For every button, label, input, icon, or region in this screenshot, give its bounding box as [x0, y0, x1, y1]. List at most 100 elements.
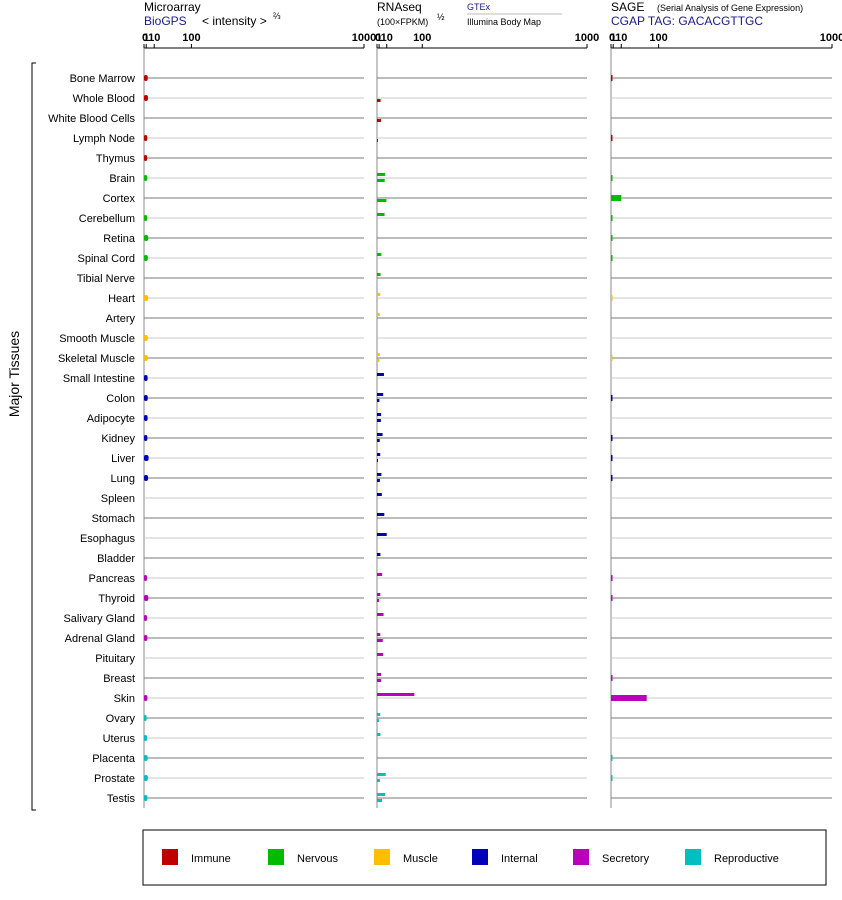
tissue-label: Smooth Muscle: [59, 333, 135, 345]
tissue-bracket: [31, 62, 36, 811]
tissue-label: Thymus: [96, 153, 136, 165]
microarray-bar: [144, 255, 148, 261]
microarray-bar: [144, 375, 148, 381]
tissue-label: Thyroid: [98, 593, 135, 605]
tissue-label: White Blood Cells: [48, 113, 135, 125]
sage-bar: [611, 475, 613, 481]
microarray-bar: [144, 795, 148, 801]
microarray-bar: [144, 735, 148, 741]
microarray-bar: [144, 635, 148, 641]
tissue-label: Pituitary: [95, 653, 135, 665]
rnaseq-gtex-bar: [377, 213, 385, 216]
rnaseq-gtex-bar: [377, 453, 381, 456]
legend: Immune Nervous Muscle Internal Secretory Repr…: [142, 829, 827, 886]
microarray-bar: [144, 715, 147, 721]
tissue-label: Tibial Nerve: [77, 273, 135, 285]
rnaseq-gtex-bar: [377, 313, 380, 316]
sage-bar: [611, 255, 613, 261]
rnaseq-illumina-bar: [377, 399, 380, 402]
tissue-label: Kidney: [101, 433, 135, 445]
rnaseq-gtex-bar: [377, 673, 382, 676]
sage-tick-label: 0: [609, 32, 615, 44]
microarray-unit-exponent: ⅔: [273, 11, 281, 21]
tissue-label: Colon: [106, 393, 135, 405]
tissue-row: Small Intestine: [63, 373, 832, 385]
rna-tick-label: 1000: [575, 32, 599, 44]
tissue-label: Skeletal Muscle: [58, 353, 135, 365]
tissue-label: Placenta: [92, 753, 136, 765]
microarray-bar: [144, 95, 148, 101]
rnaseq-gtex-bar: [377, 793, 386, 796]
tissue-row: Adipocyte: [87, 413, 832, 425]
legend-label: Internal: [501, 853, 538, 865]
rnaseq-illumina-bar: [377, 719, 379, 722]
microarray-unit: < intensity >: [202, 14, 267, 28]
microarray-bar: [144, 415, 148, 421]
tissue-row: Adrenal Gland: [65, 633, 832, 645]
tissue-row: Bladder: [97, 553, 832, 565]
gtex-source: GTEx: [467, 2, 491, 12]
rnaseq-illumina-bar: [377, 599, 379, 602]
sage-bar: [611, 775, 613, 781]
tissue-label: Adipocyte: [87, 413, 135, 425]
rnaseq-gtex-bar: [377, 773, 386, 776]
rnaseq-illumina-bar: [377, 799, 383, 802]
tissue-label: Spinal Cord: [78, 253, 135, 265]
tissue-row: Ovary: [106, 713, 832, 725]
rnaseq-gtex-bar: [377, 433, 383, 436]
tissue-row: Prostate: [94, 773, 832, 785]
sage-bar: [611, 435, 613, 441]
tissue-row: Colon: [106, 393, 832, 405]
rnaseq-gtex-bar: [377, 693, 415, 696]
tissue-label: Cerebellum: [79, 213, 135, 225]
tissue-row: Breast: [103, 673, 832, 685]
tissue-row: Lung: [111, 473, 832, 485]
tissue-row: Pituitary: [95, 653, 832, 665]
sage-tick-label: 1000: [820, 32, 842, 44]
rnaseq-illumina-bar: [377, 179, 385, 182]
tissue-row: Liver: [111, 453, 832, 465]
microarray-bar: [144, 435, 148, 441]
sage-title: SAGE: [611, 0, 644, 14]
microarray-bar: [144, 155, 148, 161]
legend-swatch: [162, 849, 178, 865]
microarray-bar: [144, 335, 148, 341]
rnaseq-illumina-bar: [377, 439, 380, 442]
rnaseq-title: RNAseq: [377, 0, 422, 14]
microarray-bar: [144, 135, 148, 141]
tissue-row: Salivary Gland: [63, 613, 832, 625]
rnaseq-illumina-bar: [377, 679, 382, 682]
tissue-row: Spinal Cord: [78, 253, 832, 265]
sage-bar: [611, 175, 613, 181]
legend-swatch: [472, 849, 488, 865]
sage-bar: [611, 195, 622, 201]
tissue-row: Testis: [107, 793, 832, 805]
rnaseq-gtex-bar: [377, 173, 386, 176]
sage-bar: [611, 135, 613, 141]
rnaseq-gtex-bar: [377, 713, 381, 716]
rnaseq-gtex-bar: [377, 613, 384, 616]
tissue-label: Prostate: [94, 773, 135, 785]
microarray-bar: [144, 615, 148, 621]
microarray-bar: [144, 595, 149, 601]
tissue-label: Esophagus: [80, 533, 136, 545]
rnaseq-gtex-bar: [377, 513, 385, 516]
micro-tick-label: 100: [182, 32, 200, 44]
sage-bar: [611, 235, 613, 241]
tissue-row: Whole Blood: [73, 93, 832, 105]
sage-bar: [611, 395, 613, 401]
microarray-title: Microarray: [144, 0, 201, 14]
sage-tag: CGAP TAG: GACACGTTGC: [611, 14, 763, 28]
tissue-row: Tibial Nerve: [77, 273, 832, 285]
rnaseq-gtex-bar: [377, 533, 387, 536]
rnaseq-illumina-bar: [377, 479, 380, 482]
tissue-label: Spleen: [101, 493, 135, 505]
rnaseq-illumina-bar: [377, 459, 378, 462]
tissue-row: Spleen: [101, 493, 832, 505]
legend-item: Internal: [472, 849, 538, 865]
rnaseq-gtex-bar: [377, 473, 382, 476]
sage-bar: [611, 595, 613, 601]
rnaseq-illumina-bar: [377, 419, 381, 422]
